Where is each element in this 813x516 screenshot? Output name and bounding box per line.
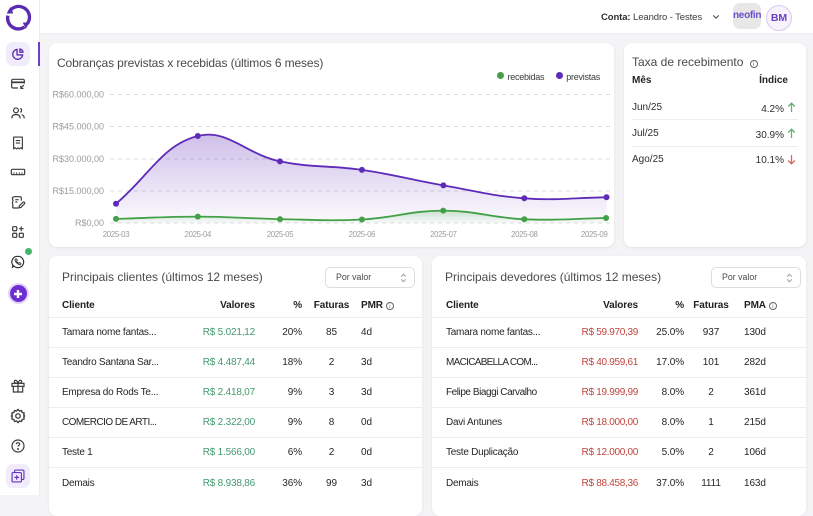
svg-text:2025-06: 2025-06 — [349, 230, 376, 239]
svg-text:R$45.000,00: R$45.000,00 — [52, 122, 104, 132]
svg-text:R$0,00: R$0,00 — [75, 218, 104, 228]
svg-text:R$60.000,00: R$60.000,00 — [52, 90, 104, 100]
svg-text:2025-07: 2025-07 — [430, 230, 457, 239]
svg-text:2025-08: 2025-08 — [511, 230, 538, 239]
svg-text:2025-09: 2025-09 — [581, 230, 608, 239]
svg-text:R$30.000,00: R$30.000,00 — [52, 154, 104, 164]
svg-text:2025-05: 2025-05 — [267, 230, 294, 239]
svg-text:2025-04: 2025-04 — [185, 230, 212, 239]
svg-text:R$15.000,00: R$15.000,00 — [52, 186, 104, 196]
svg-text:2025-03: 2025-03 — [103, 230, 130, 239]
